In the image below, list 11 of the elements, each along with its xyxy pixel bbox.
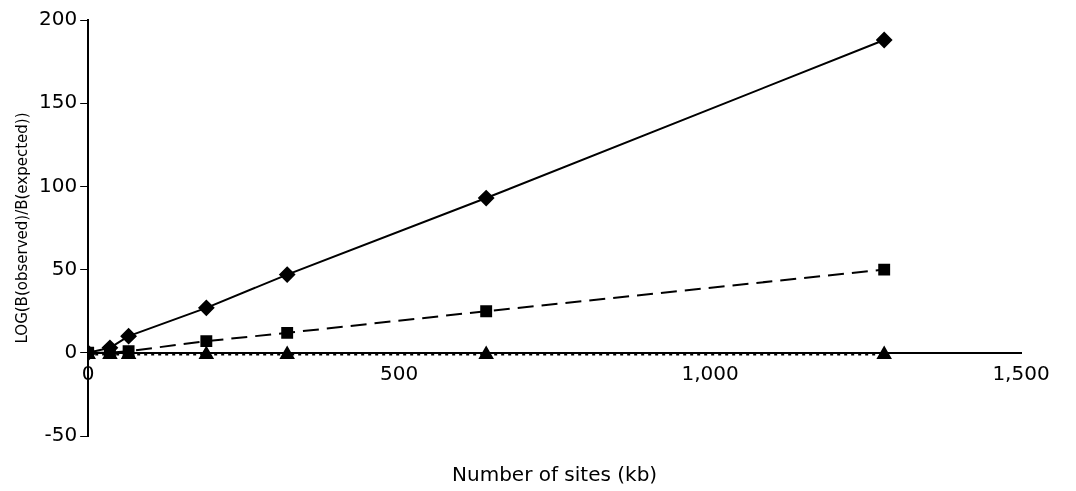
- y-tick-label: 200: [38, 6, 78, 31]
- x-tick-label: 1,500: [992, 361, 1050, 385]
- x-tick-label: 1,000: [681, 361, 739, 385]
- y-axis-title: LOG(B(observed)/B(expected)): [12, 112, 31, 344]
- y-tick-label: 0: [64, 339, 78, 363]
- y-tick-label: 150: [38, 89, 78, 114]
- x-axis-title: Number of sites (kb): [452, 462, 658, 487]
- y-tick-label: 100: [38, 172, 78, 197]
- y-tick-label: 50: [51, 255, 78, 280]
- y-tick-label: -50: [44, 422, 78, 447]
- x-tick-label: 500: [380, 361, 419, 385]
